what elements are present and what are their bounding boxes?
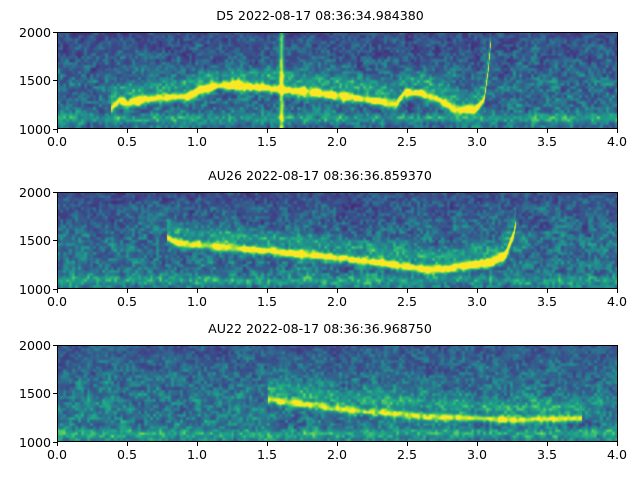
panel-2-ytick-2000: 2000 [18,185,51,200]
panel-2-xtickmark-6 [477,289,478,293]
subplot-panel-2: AU26 2022-08-17 08:36:36.859370 2000 150… [0,0,640,309]
panel-3-spectrogram [58,346,617,441]
panel-3-ytick-1000: 1000 [18,435,51,450]
panel-1-spectrogram [58,33,617,128]
panel-2-axes [57,192,618,289]
panel-3-xtickmark-7 [547,442,548,446]
panel-1-xtick-3.0: 3.0 [466,134,488,149]
panel-1-xtickmark-1 [127,129,128,133]
panel-3-ytick-1500: 1500 [18,386,51,401]
panel-2-xtick-1.0: 1.0 [186,294,208,309]
panel-2-xtickmark-4 [337,289,338,293]
panel-2-xtick-4.0: 4.0 [606,294,628,309]
panel-1-ytickmark-2000 [53,32,57,33]
panel-3-xtickmark-0 [57,442,58,446]
panel-3-xtick-1.5: 1.5 [256,447,278,462]
panel-3-ytickmark-1500 [53,393,57,394]
panel-3-xtick-2.0: 2.0 [326,447,348,462]
panel-1-axes [57,32,618,129]
panel-1-xtick-4.0: 4.0 [606,134,628,149]
panel-1-ytick-2000: 2000 [18,25,51,40]
panel-1-xtickmark-0 [57,129,58,133]
panel-3-xtickmark-8 [617,442,618,446]
panel-2-spectrogram [58,193,617,288]
panel-3-axes [57,345,618,442]
panel-2-xtickmark-8 [617,289,618,293]
panel-1-xtickmark-5 [407,129,408,133]
panel-3-xtick-3.0: 3.0 [466,447,488,462]
panel-1-xtick-2.0: 2.0 [326,134,348,149]
panel-2-xtick-3.0: 3.0 [466,294,488,309]
panel-1-ytick-1500: 1500 [18,73,51,88]
panel-3-ytickmark-1000 [53,442,57,443]
panel-3-xtick-2.5: 2.5 [396,447,418,462]
panel-1-xtickmark-8 [617,129,618,133]
panel-3-xtick-1.0: 1.0 [186,447,208,462]
panel-2-xtickmark-5 [407,289,408,293]
panel-1-xtick-2.5: 2.5 [396,134,418,149]
panel-2-xtickmark-7 [547,289,548,293]
panel-1-xtickmark-2 [197,129,198,133]
panel-2-xtickmark-2 [197,289,198,293]
panel-2-xtick-2.5: 2.5 [396,294,418,309]
panel-3-ytickmark-2000 [53,345,57,346]
subplot-panel-1: D5 2022-08-17 08:36:34.984380 2000 1500 … [0,0,640,160]
panel-1-ytick-1000: 1000 [18,122,51,137]
panel-1-xtickmark-4 [337,129,338,133]
panel-1-xtick-0.0: 0.0 [46,134,68,149]
panel-1-ytickmark-1500 [53,80,57,81]
panel-2-ytickmark-1500 [53,240,57,241]
panel-1-title: D5 2022-08-17 08:36:34.984380 [216,8,424,23]
panel-2-xtickmark-1 [127,289,128,293]
panel-2-title: AU26 2022-08-17 08:36:36.859370 [208,168,432,183]
panel-2-ytickmark-2000 [53,192,57,193]
panel-3-ytick-2000: 2000 [18,338,51,353]
panel-2-ytickmark-1000 [53,289,57,290]
panel-1-xtickmark-6 [477,129,478,133]
panel-2-xtick-3.5: 3.5 [536,294,558,309]
panel-3-xtickmark-3 [267,442,268,446]
panel-2-ytick-1500: 1500 [18,233,51,248]
panel-3-xtickmark-4 [337,442,338,446]
panel-1-ytickmark-1000 [53,129,57,130]
panel-3-xtickmark-6 [477,442,478,446]
panel-3-xtick-0.0: 0.0 [46,447,68,462]
panel-1-xtick-1.0: 1.0 [186,134,208,149]
panel-3-xtick-3.5: 3.5 [536,447,558,462]
panel-3-xtickmark-2 [197,442,198,446]
panel-3-xtickmark-1 [127,442,128,446]
panel-2-xtick-0.5: 0.5 [116,294,138,309]
subplot-panel-3: AU22 2022-08-17 08:36:36.968750 2000 150… [0,0,640,462]
panel-2-xtickmark-3 [267,289,268,293]
panel-2-xtick-2.0: 2.0 [326,294,348,309]
panel-2-xtick-1.5: 1.5 [256,294,278,309]
panel-3-xtick-4.0: 4.0 [606,447,628,462]
panel-1-xtickmark-3 [267,129,268,133]
panel-1-xtick-0.5: 0.5 [116,134,138,149]
panel-2-xtickmark-0 [57,289,58,293]
panel-3-xtickmark-5 [407,442,408,446]
panel-1-xtick-3.5: 3.5 [536,134,558,149]
panel-1-xtick-1.5: 1.5 [256,134,278,149]
panel-2-xtick-0.0: 0.0 [46,294,68,309]
panel-1-xtickmark-7 [547,129,548,133]
panel-3-title: AU22 2022-08-17 08:36:36.968750 [208,321,432,336]
panel-2-ytick-1000: 1000 [18,282,51,297]
panel-3-xtick-0.5: 0.5 [116,447,138,462]
